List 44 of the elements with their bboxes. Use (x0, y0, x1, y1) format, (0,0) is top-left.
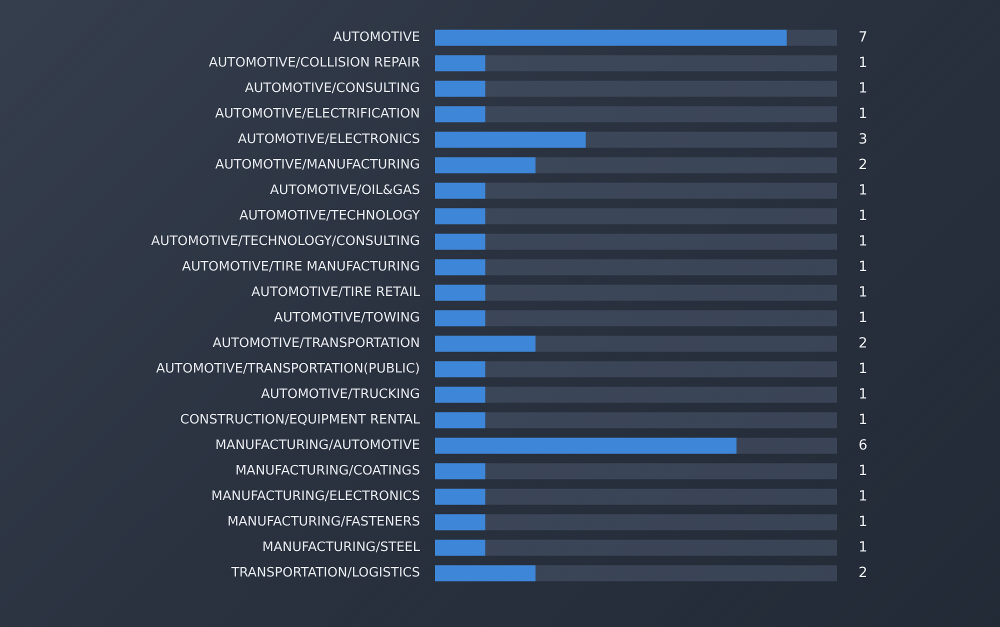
data-label: 1 (858, 182, 868, 198)
data-label: 1 (858, 539, 868, 556)
data-label: 1 (858, 208, 868, 224)
y-tick-label: CONSTRUCTION/EQUIPMENT RENTAL (180, 412, 421, 428)
data-label: 1 (858, 258, 868, 275)
data-label: 1 (858, 412, 868, 428)
data-label: 1 (858, 514, 868, 530)
y-tick-label: MANUFACTURING/ELECTRONICS (211, 489, 420, 504)
y-tick-label: AUTOMOTIVE/ELECTRIFICATION (215, 106, 420, 122)
y-tick-label: AUTOMOTIVE/COLLISION REPAIR (208, 56, 420, 71)
data-label: 1 (858, 284, 868, 300)
data-label: 7 (858, 29, 868, 46)
y-tick-label: MANUFACTURING/COATINGS (235, 464, 420, 479)
data-label: 3 (858, 131, 868, 148)
y-tick-label: AUTOMOTIVE/CONSULTING (244, 81, 420, 96)
y-tick-label: AUTOMOTIVE/TOWING (274, 310, 420, 326)
data-label: 2 (858, 564, 868, 581)
y-tick-label: AUTOMOTIVE/OIL&GAS (270, 183, 420, 198)
data-label: 1 (858, 106, 868, 122)
data-label: 1 (858, 80, 868, 96)
data-label: 1 (858, 360, 868, 377)
data-label: 1 (858, 54, 868, 71)
y-tick-label: AUTOMOTIVE/TIRE MANUFACTURING (182, 260, 420, 275)
y-tick-label: AUTOMOTIVE/TRUCKING (260, 387, 420, 402)
y-tick-label: AUTOMOTIVE/MANUFACTURING (215, 158, 420, 173)
data-label: 6 (858, 437, 868, 454)
y-tick-label: MANUFACTURING/STEEL (262, 540, 421, 556)
data-label: 2 (858, 335, 868, 352)
data-label: 1 (858, 310, 868, 326)
y-tick-label: TRANSPORTATION/LOGISTICS (230, 566, 420, 581)
y-tick-label: AUTOMOTIVE/TRANSPORTATION(PUBLIC) (156, 362, 420, 377)
y-tick-label: MANUFACTURING/FASTENERS (227, 514, 420, 530)
data-label: 1 (858, 488, 868, 504)
y-tick-label: AUTOMOTIVE/ELECTRONICS (238, 132, 420, 148)
data-label: 1 (858, 233, 868, 250)
y-tick-label: AUTOMOTIVE/TECHNOLOGY (239, 208, 420, 224)
data-label: 1 (858, 386, 868, 402)
data-label: 2 (858, 156, 868, 173)
data-label: 1 (858, 462, 868, 479)
y-tick-label: MANUFACTURING/AUTOMOTIVE (215, 438, 420, 454)
y-tick-label: AUTOMOTIVE/TIRE RETAIL (251, 285, 421, 300)
y-tick-label: AUTOMOTIVE/TRANSPORTATION (212, 336, 420, 352)
y-tick-label: AUTOMOTIVE/TECHNOLOGY/CONSULTING (151, 234, 420, 250)
y-tick-label: AUTOMOTIVE (333, 30, 420, 46)
